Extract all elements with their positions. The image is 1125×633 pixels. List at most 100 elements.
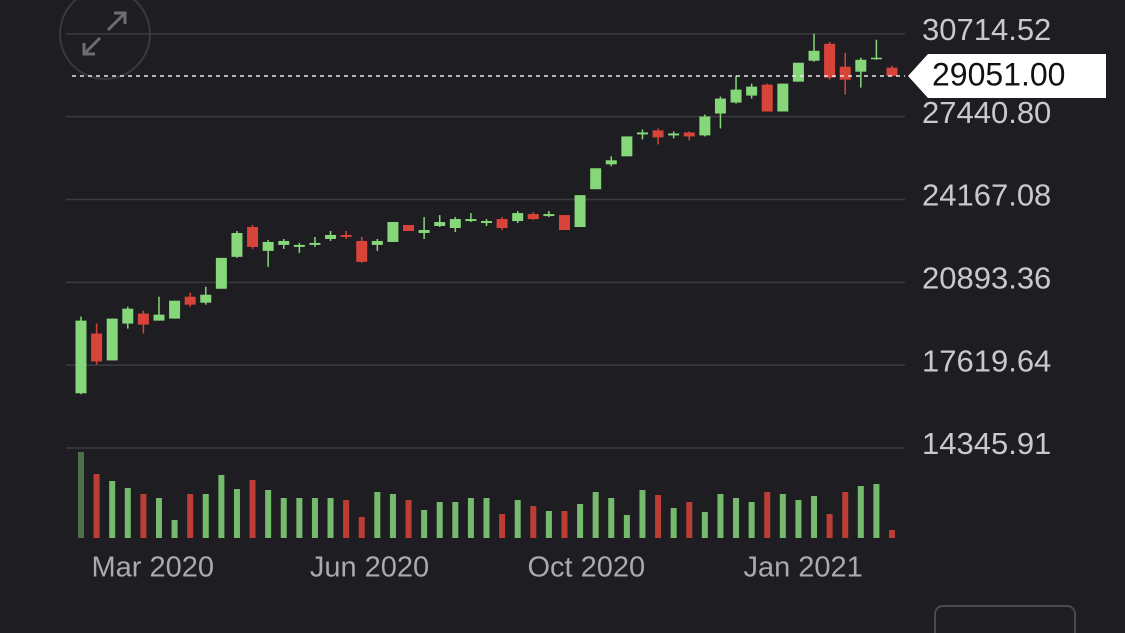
volume-bar (530, 506, 537, 538)
candle-body (808, 50, 820, 61)
volume-bar (811, 496, 818, 538)
candle-body (824, 43, 836, 78)
volume-bar (358, 517, 365, 538)
last-price-tag (908, 53, 1106, 98)
candle-body (247, 227, 259, 247)
volume-bar (171, 520, 178, 538)
candle-body (590, 168, 602, 190)
volume-bar (374, 492, 381, 538)
volume-bar (670, 508, 677, 538)
candle-body (75, 320, 87, 394)
volume-bar (623, 515, 630, 538)
volume-bar (561, 511, 568, 538)
candle-body (574, 195, 586, 228)
candle-body (714, 98, 726, 114)
volume-bar (639, 490, 646, 538)
candle-body (761, 84, 773, 112)
volume-bar (233, 489, 240, 538)
volume-bar (311, 498, 318, 538)
candle-body (278, 240, 290, 245)
candle-body (652, 130, 664, 138)
candle-body (746, 86, 758, 96)
volume-bar (421, 510, 428, 538)
candle-body (558, 215, 570, 231)
y-tick-label: 30714.52 (922, 12, 1051, 47)
candle-body (449, 219, 461, 229)
volume-bar (733, 498, 740, 538)
volume-bar (280, 498, 287, 538)
volume-bar (218, 475, 225, 538)
volume-bar (545, 511, 552, 538)
candle-body (340, 234, 352, 237)
volume-bar (467, 498, 474, 538)
candle-body (137, 313, 149, 325)
candle-body (418, 230, 430, 233)
volume-bar (296, 498, 303, 538)
volume-bar (889, 530, 895, 538)
candle-body (730, 89, 742, 103)
candle-body (293, 244, 305, 247)
volume-bar (78, 452, 84, 538)
candle-body (122, 308, 134, 324)
volume-bar (499, 514, 506, 538)
volume-bar (577, 504, 584, 538)
candle-body (231, 232, 243, 257)
candle-body (325, 234, 337, 239)
y-tick-label: 20893.36 (922, 261, 1051, 296)
x-tick-label: Jun 2020 (310, 552, 429, 584)
candle-body (262, 241, 274, 251)
candle-body (512, 213, 524, 222)
candle-body (527, 214, 539, 220)
volume-bar (389, 494, 396, 538)
volume-bar (655, 495, 662, 538)
candle-body (215, 257, 227, 289)
volume-bar (795, 500, 802, 538)
volume-bar (452, 502, 459, 538)
volume-bar (608, 498, 615, 538)
volume-bar (109, 481, 116, 538)
candle-body (184, 296, 196, 305)
volume-bar (514, 500, 521, 538)
volume-bar (779, 494, 786, 538)
volume-bar (405, 500, 412, 538)
candle-body (683, 132, 695, 137)
volume-bar (857, 486, 864, 538)
volume-bar (701, 512, 708, 538)
volume-bar (155, 498, 162, 538)
volume-bar (265, 490, 272, 538)
x-tick-label: Mar 2020 (91, 552, 214, 584)
candle-body (621, 136, 633, 157)
volume-bar (748, 502, 755, 538)
volume-bar (436, 502, 443, 538)
candle-body (169, 300, 181, 319)
candle-body (465, 219, 477, 222)
expand-icon[interactable] (82, 11, 127, 56)
volume-bar (764, 492, 771, 538)
period-button[interactable] (934, 605, 1076, 633)
volume-bar (187, 494, 194, 538)
last-price-label: 29051.00 (932, 56, 1065, 92)
candle-body (496, 219, 508, 229)
x-tick-label: Jan 2021 (743, 552, 862, 584)
volume-bar (124, 488, 131, 538)
candle-body (153, 314, 165, 321)
candle-body (106, 318, 118, 361)
volume-bar (327, 498, 334, 538)
candle-body (777, 83, 789, 112)
volume-bar (93, 474, 100, 538)
y-tick-label: 27440.80 (922, 95, 1051, 130)
candle-body (356, 240, 368, 262)
candle-body (403, 225, 415, 231)
candle-body (309, 242, 321, 245)
candle-body (481, 221, 492, 224)
volume-bar (249, 480, 256, 538)
candle-body (792, 62, 804, 82)
volume-bar (140, 494, 147, 538)
candle-body (886, 67, 898, 76)
y-tick-label: 17619.64 (922, 343, 1051, 378)
candle-body (200, 294, 212, 303)
candle-body (91, 333, 103, 362)
y-tick-label: 24167.08 (922, 178, 1051, 213)
volume-bar (873, 484, 880, 538)
